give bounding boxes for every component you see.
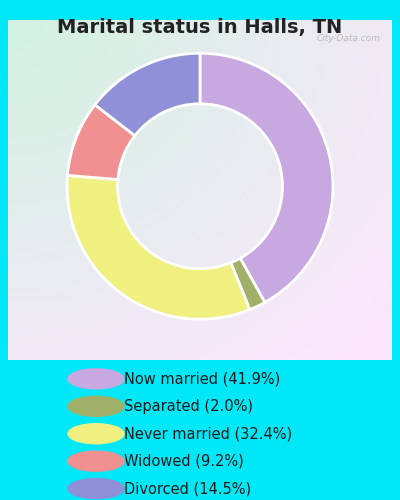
Text: Marital status in Halls, TN: Marital status in Halls, TN bbox=[57, 18, 343, 36]
Circle shape bbox=[68, 478, 124, 498]
Circle shape bbox=[68, 369, 124, 389]
Text: Divorced (14.5%): Divorced (14.5%) bbox=[124, 481, 251, 496]
Text: City-Data.com: City-Data.com bbox=[316, 34, 380, 42]
Text: Now married (41.9%): Now married (41.9%) bbox=[124, 372, 280, 386]
Wedge shape bbox=[68, 104, 135, 180]
Wedge shape bbox=[200, 53, 333, 302]
Wedge shape bbox=[67, 176, 250, 319]
Text: Never married (32.4%): Never married (32.4%) bbox=[124, 426, 292, 441]
Text: Widowed (9.2%): Widowed (9.2%) bbox=[124, 454, 244, 468]
Text: Separated (2.0%): Separated (2.0%) bbox=[124, 399, 253, 414]
Wedge shape bbox=[95, 53, 200, 136]
Circle shape bbox=[68, 424, 124, 444]
Circle shape bbox=[68, 451, 124, 471]
Circle shape bbox=[68, 396, 124, 416]
Wedge shape bbox=[231, 258, 265, 310]
